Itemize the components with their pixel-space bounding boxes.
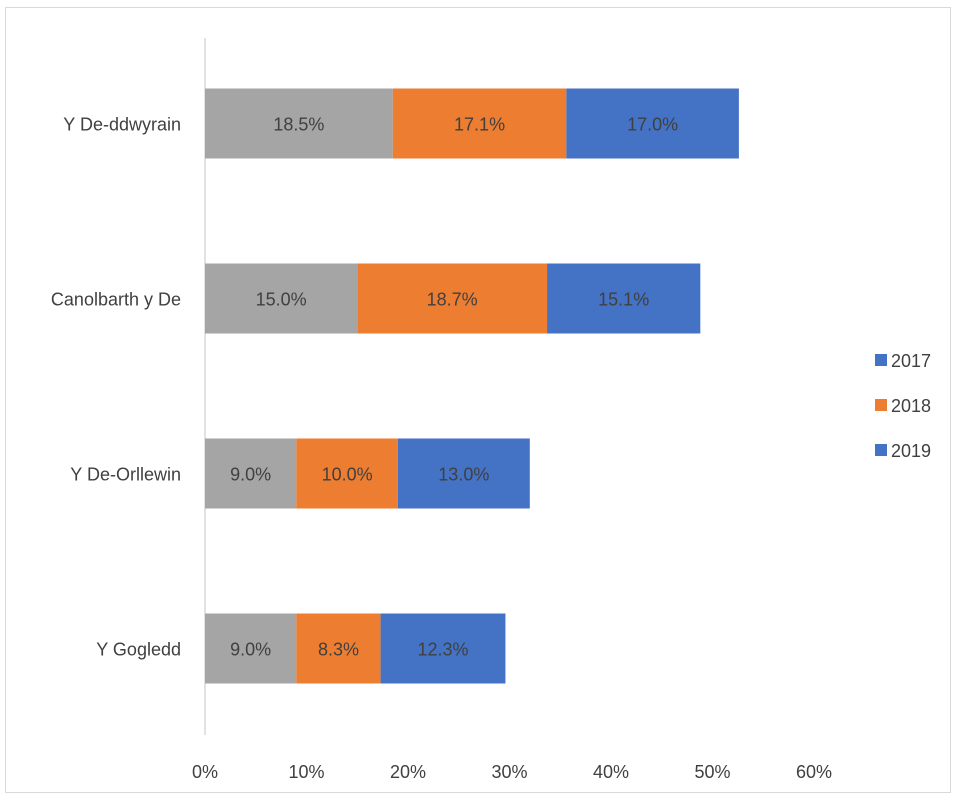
data-label: 13.0%: [438, 465, 489, 485]
x-tick-label: 60%: [796, 762, 832, 782]
data-label: 15.0%: [256, 290, 307, 310]
bar-segment: [205, 88, 393, 159]
bar-segment: [357, 263, 548, 334]
data-label: 15.1%: [598, 290, 649, 310]
bar-segment: [566, 88, 739, 159]
x-tick-label: 0%: [192, 762, 218, 782]
legend-swatch: [875, 444, 887, 456]
data-label: 9.0%: [230, 640, 271, 660]
bar-segment: [397, 438, 530, 509]
bar-segment: [296, 438, 398, 509]
x-tick-label: 40%: [593, 762, 629, 782]
x-tick-label: 10%: [288, 762, 324, 782]
data-label: 17.0%: [627, 115, 678, 135]
category-label: Y De-ddwyrain: [63, 115, 181, 135]
legend-label: 2019: [891, 441, 931, 461]
data-label: 12.3%: [417, 640, 468, 660]
category-label: Y De-Orllewin: [70, 465, 181, 485]
data-label: 18.5%: [273, 115, 324, 135]
data-label: 10.0%: [322, 465, 373, 485]
category-label: Y Gogledd: [96, 640, 181, 660]
legend-label: 2017: [891, 351, 931, 371]
category-label: Canolbarth y De: [51, 290, 181, 310]
x-tick-label: 20%: [390, 762, 426, 782]
legend-swatch: [875, 354, 887, 366]
bar-segment: [380, 613, 506, 684]
legend-label: 2018: [891, 396, 931, 416]
data-label: 18.7%: [427, 290, 478, 310]
bar-segment: [205, 613, 297, 684]
legend-swatch: [875, 399, 887, 411]
data-label: 17.1%: [454, 115, 505, 135]
bar-segment: [205, 438, 297, 509]
bar-segment: [547, 263, 701, 334]
x-tick-label: 50%: [694, 762, 730, 782]
data-label: 8.3%: [318, 640, 359, 660]
bar-segment: [205, 263, 358, 334]
bar-segment: [392, 88, 567, 159]
bar-segment: [296, 613, 381, 684]
x-tick-label: 30%: [491, 762, 527, 782]
data-label: 9.0%: [230, 465, 271, 485]
